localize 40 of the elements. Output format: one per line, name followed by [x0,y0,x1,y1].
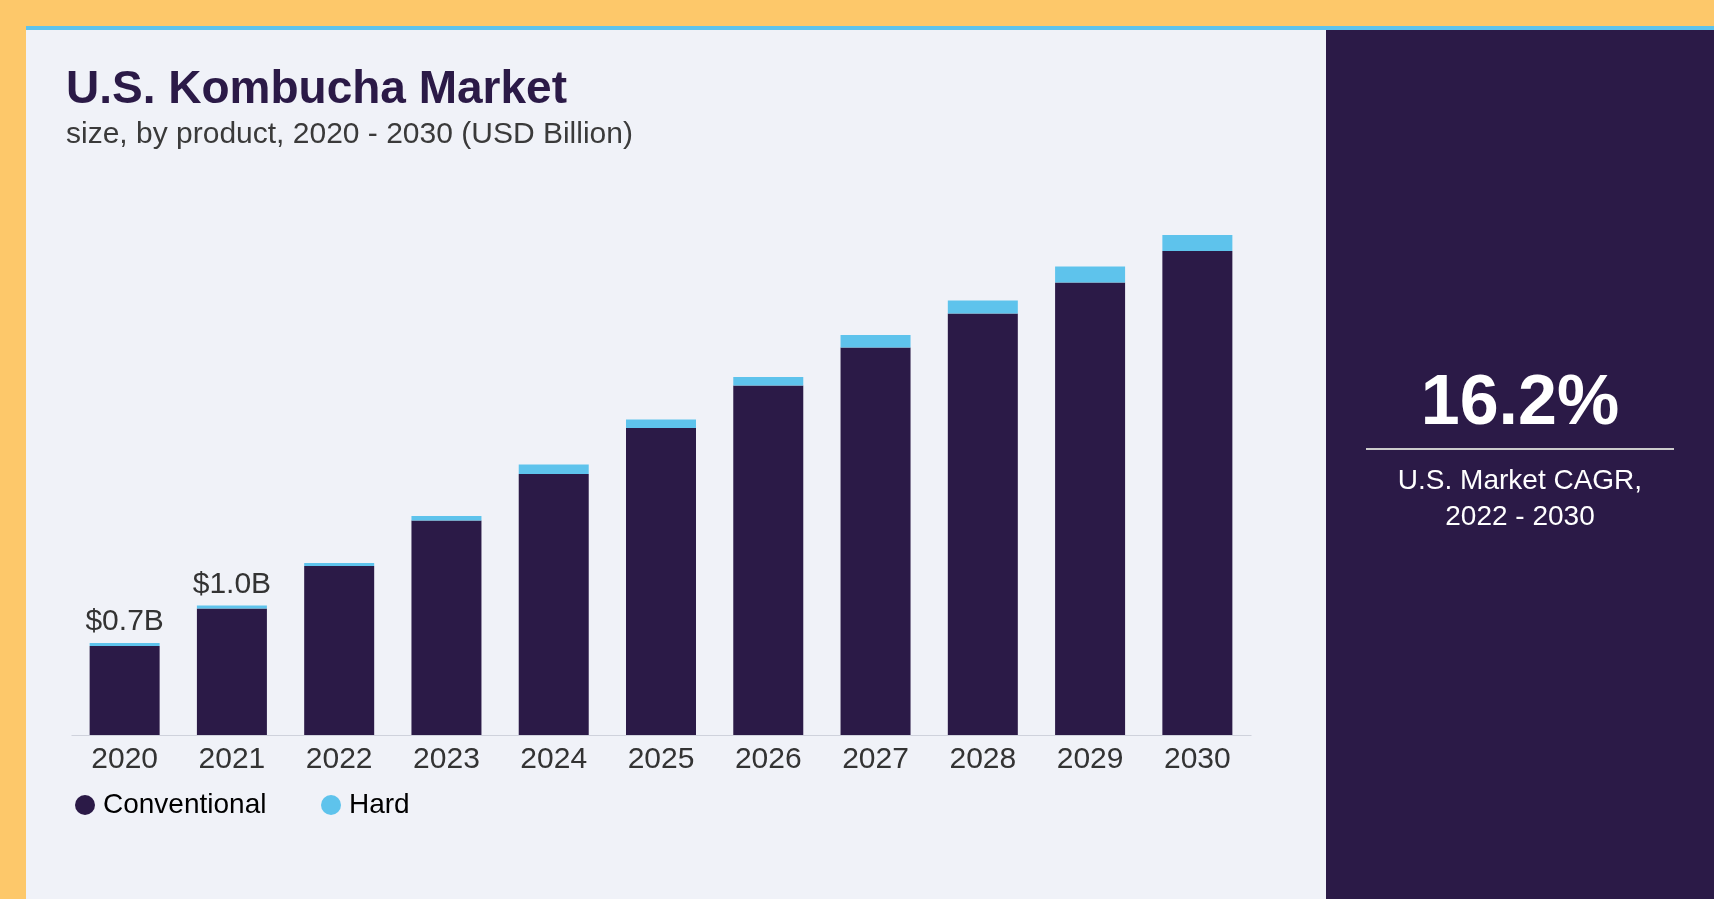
annotation: $1.0B [192,565,272,599]
bar [626,419,696,428]
bar [1162,235,1233,251]
legend-label: Hard [349,788,410,819]
bar [733,385,804,735]
annotation: $0.7B [85,603,164,636]
bar [840,347,911,735]
bar [89,643,160,646]
x-tick-label: 2025 [627,740,695,774]
bar [196,605,267,609]
x-tick-label: 2030 [1163,740,1231,774]
x-tick-label: 2028 [949,740,1017,774]
x-tick-label: 2027 [842,740,909,774]
x-tick-label: 2024 [520,740,588,774]
bar [1055,266,1126,283]
bar [518,464,589,474]
bar [304,566,375,735]
x-tick-label: 2026 [734,740,802,774]
x-tick-label: 2020 [91,740,159,774]
bar [196,608,267,735]
x-tick-label: 2029 [1056,740,1124,774]
chart-title: U.S. Kombucha Market [66,60,568,114]
x-tick-label: 2021 [198,740,266,774]
bar [947,313,1018,735]
x-tick-label: 2022 [305,740,373,774]
bar [840,335,911,348]
bar [518,474,589,735]
bar [1055,282,1126,735]
chart-subtitle: size, by product, 2020 - 2030 (USD Billion) [66,116,634,150]
bar [1162,251,1233,735]
bar [947,300,1018,314]
side-panel: 16.2% U.S. Market CAGR, 2022 - 2030 [1326,30,1714,899]
bar [89,646,160,735]
bar [304,563,375,566]
bar [733,377,804,386]
legend-label: Conventional [103,788,267,819]
bar [411,516,482,521]
bar [626,428,696,735]
bar [411,520,482,735]
x-tick-label: 2023 [413,740,480,774]
